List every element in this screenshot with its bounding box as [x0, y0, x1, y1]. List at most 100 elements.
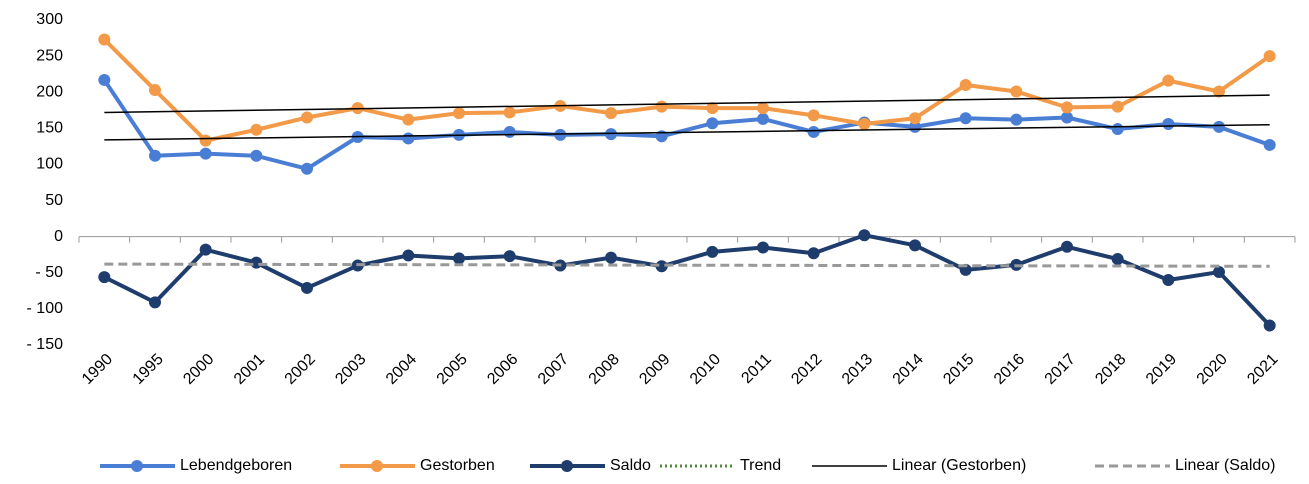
- x-tick-label: 2013: [839, 351, 876, 388]
- x-tick-label: 2019: [1143, 351, 1180, 388]
- data-point: [301, 162, 313, 175]
- y-tick-label: - 100: [27, 300, 64, 317]
- data-point: [1111, 253, 1124, 266]
- data-point: [149, 296, 161, 309]
- data-point: [605, 251, 617, 264]
- y-tick-label: 250: [36, 47, 63, 64]
- data-point: [1213, 266, 1225, 279]
- x-tick-label: 2008: [586, 351, 623, 388]
- data-point: [909, 239, 921, 252]
- data-point: [1061, 240, 1073, 253]
- data-point: [250, 123, 263, 136]
- data-point: [402, 113, 415, 126]
- y-tick-label: - 150: [27, 336, 64, 353]
- x-tick-label: 2011: [738, 351, 774, 387]
- data-point: [1263, 50, 1276, 63]
- y-tick-label: 0: [54, 228, 63, 245]
- x-tick-label: 2010: [687, 351, 724, 388]
- legend-marker: [131, 460, 143, 472]
- y-tick-label: - 50: [35, 264, 63, 281]
- y-tick-label: 200: [36, 83, 63, 100]
- data-point: [1061, 111, 1073, 124]
- data-point: [1263, 319, 1276, 332]
- legend-label: Lebendgeboren: [180, 457, 292, 474]
- data-point: [1061, 101, 1073, 114]
- data-point: [453, 252, 465, 265]
- x-tick-label: 2004: [383, 351, 420, 388]
- data-point: [1263, 138, 1276, 151]
- data-point: [98, 271, 111, 284]
- x-tick-label: 2021: [1244, 351, 1281, 388]
- data-point: [757, 241, 769, 254]
- x-tick-label: 2002: [282, 351, 319, 388]
- data-point: [199, 243, 212, 256]
- trend-line: [104, 94, 1270, 114]
- x-tick-label: 1995: [130, 351, 167, 388]
- data-point: [1213, 120, 1225, 133]
- data-point: [98, 33, 111, 46]
- series-line: [102, 78, 1271, 171]
- data-point: [1162, 118, 1175, 130]
- y-tick-label: 100: [36, 156, 63, 173]
- data-point: [605, 107, 617, 120]
- data-point: [655, 100, 668, 113]
- data-point: [1111, 100, 1124, 113]
- legend-marker: [371, 460, 383, 472]
- x-tick-label: 2016: [991, 351, 1028, 388]
- data-point: [909, 112, 921, 125]
- data-point: [503, 250, 516, 263]
- data-point: [1111, 123, 1124, 136]
- trend-line: [104, 262, 1270, 268]
- data-point: [149, 149, 161, 162]
- y-tick-label: 300: [36, 11, 63, 28]
- data-point: [199, 134, 212, 147]
- data-point: [959, 112, 972, 125]
- x-tick-label: 2006: [484, 351, 521, 388]
- y-tick-label: 150: [36, 120, 63, 137]
- x-tick-label: 2003: [332, 351, 369, 388]
- data-point: [807, 125, 820, 138]
- data-point: [1213, 85, 1225, 98]
- x-tick-label: 2015: [940, 351, 977, 388]
- x-tick-label: 2018: [1092, 351, 1129, 388]
- legend-marker: [561, 460, 573, 472]
- x-tick-label: 2009: [636, 351, 673, 388]
- data-point: [402, 132, 415, 145]
- data-point: [605, 128, 617, 141]
- data-point: [1162, 274, 1175, 286]
- data-point: [959, 79, 972, 91]
- data-point: [655, 260, 668, 273]
- data-point: [301, 281, 313, 294]
- data-point: [149, 84, 161, 97]
- data-point: [402, 249, 415, 262]
- legend-label: Saldo: [610, 457, 651, 474]
- x-tick-label: 2012: [788, 351, 825, 388]
- data-point: [1010, 113, 1023, 126]
- y-tick-label: 50: [45, 192, 63, 209]
- data-point: [250, 256, 263, 269]
- x-tick-label: 2001: [231, 351, 268, 388]
- data-point: [757, 112, 769, 125]
- data-point: [706, 117, 719, 130]
- series-line: [102, 38, 1271, 143]
- data-point: [503, 125, 516, 138]
- data-point: [858, 118, 871, 130]
- data-point: [807, 109, 820, 122]
- data-point: [453, 107, 465, 120]
- data-point: [250, 149, 263, 162]
- legend-label: Linear (Saldo): [1175, 457, 1276, 474]
- data-point: [1162, 74, 1175, 87]
- data-point: [301, 111, 313, 124]
- data-point: [554, 128, 567, 141]
- x-tick-label: 2017: [1042, 351, 1079, 388]
- x-tick-label: 2007: [535, 351, 572, 388]
- x-tick-label: 2000: [180, 351, 217, 388]
- x-tick-label: 1990: [79, 351, 116, 388]
- legend-label: Linear (Gestorben): [892, 457, 1026, 474]
- series-line: [103, 233, 1272, 327]
- x-tick-label: 2005: [434, 351, 471, 388]
- data-point: [807, 247, 820, 260]
- data-point: [757, 102, 769, 115]
- data-point: [199, 147, 212, 160]
